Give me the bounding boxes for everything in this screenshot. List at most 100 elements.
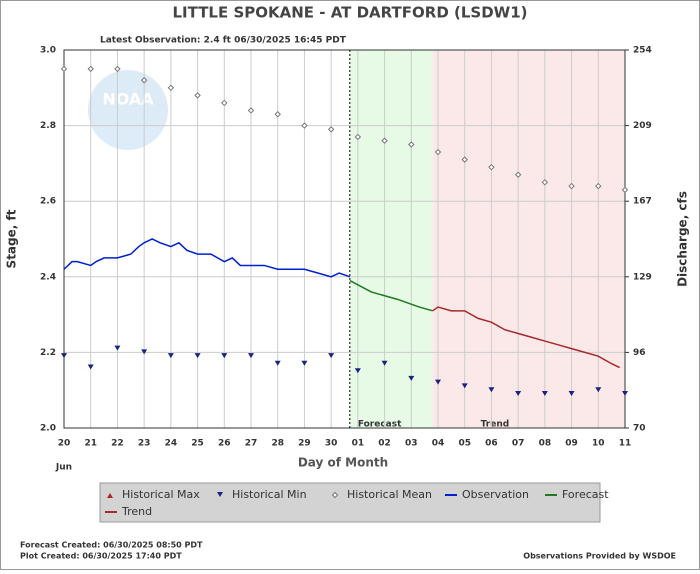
footer: Plot Created: 06/30/2025 17:40 PDT: [20, 552, 182, 561]
series-line: [432, 306, 620, 369]
min-point: [87, 364, 94, 370]
legend-label: Historical Max: [122, 488, 200, 501]
forecast-region: [349, 50, 433, 428]
x-tick-label: 02: [378, 439, 391, 449]
x-tick-label: 20: [58, 439, 71, 449]
x-label: Day of Month: [298, 456, 388, 470]
x-tick-label: 05: [458, 439, 471, 449]
y2-tick-label: 129: [633, 272, 652, 282]
min-point: [217, 492, 223, 497]
x-tick-label: 26: [218, 439, 231, 449]
series-line: [349, 279, 433, 312]
mean-point: [87, 65, 94, 73]
subtitle: Latest Observation: 2.4 ft 06/30/2025 16…: [100, 36, 347, 46]
logo: NOAA: [88, 70, 168, 150]
mean-point: [140, 77, 148, 84]
min-point: [61, 353, 67, 359]
min-point: [328, 353, 335, 359]
x-tick-label: 22: [111, 439, 124, 449]
y-tick-label: 3.0: [40, 46, 56, 56]
legend-label: Forecast: [562, 488, 609, 501]
mean-point: [408, 141, 415, 148]
mean-point: [541, 179, 549, 186]
legend-label: Trend: [121, 505, 152, 518]
y-tick-label: 2.8: [40, 121, 56, 131]
x-tick-label: 07: [512, 439, 525, 449]
x-tick-label: 24: [165, 439, 178, 449]
plot-border: [63, 49, 626, 429]
legend-label: Observation: [462, 488, 529, 501]
x-sublabel: Jun: [55, 463, 72, 473]
min-point: [568, 390, 575, 396]
min-point: [595, 387, 602, 393]
x-tick-label: 10: [592, 439, 605, 449]
max-point: [107, 493, 113, 498]
footer: Observations Provided by WSDOE: [523, 552, 676, 561]
min-point: [194, 353, 201, 359]
x-tick-label: 11: [619, 439, 632, 449]
x-tick-label: 08: [539, 439, 552, 449]
y-tick-label: 2.6: [40, 197, 56, 207]
mean-point: [194, 92, 201, 99]
min-point: [381, 360, 388, 366]
x-tick-label: 21: [84, 439, 97, 449]
min-point: [141, 349, 148, 355]
mean-point: [331, 491, 339, 499]
min-point: [515, 390, 522, 396]
mean-point: [167, 84, 175, 92]
y2-tick-label: 167: [633, 197, 652, 207]
y-tick-label: 2.4: [40, 272, 56, 282]
y2-tick-label: 96: [633, 348, 646, 358]
min-point: [114, 345, 121, 351]
x-tick-label: 09: [565, 439, 578, 449]
x-tick-label: 29: [298, 439, 311, 449]
y2-tick-label: 209: [633, 121, 652, 131]
series-line: [63, 238, 351, 278]
y2-tick-label: 70: [633, 424, 646, 434]
min-point: [354, 368, 361, 374]
mean-point: [354, 133, 362, 141]
min-point: [221, 353, 228, 359]
footer: Forecast Created: 06/30/2025 08:50 PDT: [20, 541, 203, 550]
legend: [99, 482, 601, 523]
region-label: Trend: [481, 420, 510, 430]
min-point: [622, 390, 628, 396]
x-tick-label: 03: [405, 439, 418, 449]
y2-tick-label: 254: [633, 46, 652, 56]
x-tick-label: 04: [432, 439, 445, 449]
mean-point: [221, 99, 228, 107]
trend-region: [432, 50, 625, 428]
min-point: [408, 375, 415, 381]
x-tick-label: 06: [485, 439, 498, 449]
min-point: [488, 387, 495, 393]
x-tick-label: 28: [271, 439, 284, 449]
mean-point: [461, 156, 468, 163]
mean-point: [488, 163, 495, 171]
mean-point: [60, 65, 68, 73]
y2-label: Discharge, cfs: [676, 191, 690, 287]
x-tick-label: 23: [138, 439, 151, 449]
min-point: [541, 390, 548, 396]
min-point: [435, 379, 441, 385]
mean-point: [114, 65, 121, 73]
y-tick-label: 2.0: [40, 424, 56, 434]
legend-label: Historical Mean: [347, 488, 432, 501]
x-tick-label: 27: [245, 439, 258, 449]
x-tick-label: 01: [352, 439, 365, 449]
mean-point: [568, 182, 575, 190]
mean-point: [274, 111, 281, 118]
x-tick-label: 30: [325, 439, 338, 449]
y-tick-label: 2.2: [40, 348, 56, 358]
chart-title: LITTLE SPOKANE - AT DARTFORD (LSDW1): [172, 4, 527, 22]
mean-point: [595, 182, 602, 190]
svg-text:NOAA: NOAA: [102, 90, 154, 109]
mean-point: [381, 137, 388, 144]
mean-point: [434, 148, 442, 156]
min-point: [167, 353, 174, 359]
region-label: Forecast: [358, 420, 402, 430]
mean-point: [301, 122, 308, 129]
min-point: [301, 360, 308, 366]
x-tick-label: 25: [191, 439, 204, 449]
y-label: Stage, ft: [5, 209, 19, 268]
